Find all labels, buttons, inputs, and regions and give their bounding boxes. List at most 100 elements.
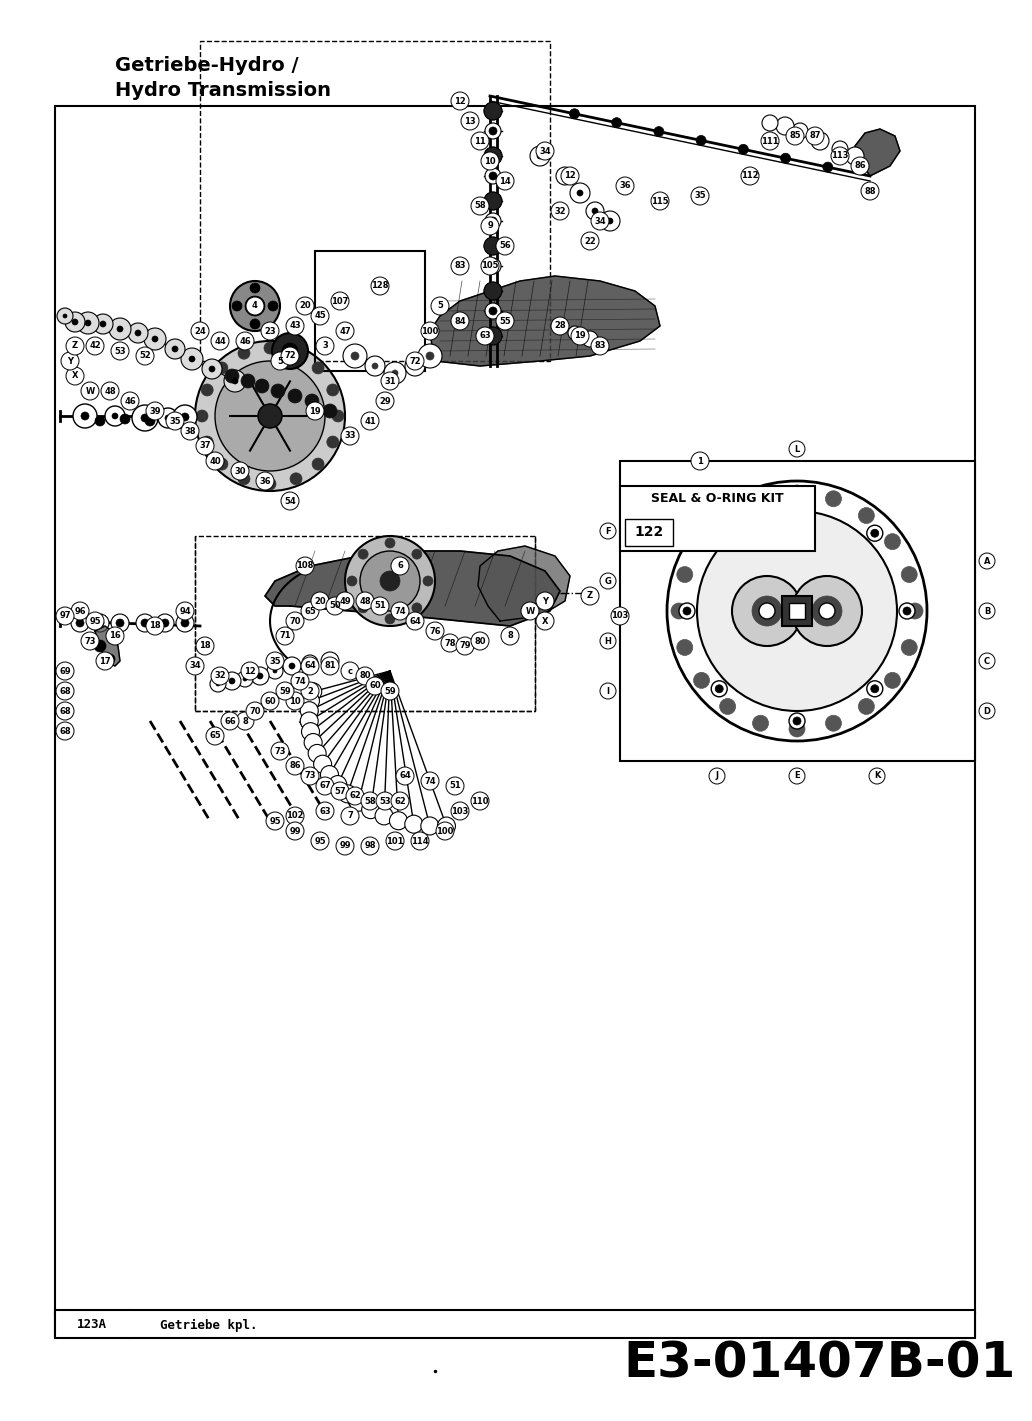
Circle shape xyxy=(859,507,874,523)
Circle shape xyxy=(338,784,356,803)
Circle shape xyxy=(786,126,804,145)
Circle shape xyxy=(651,192,669,210)
Circle shape xyxy=(345,536,436,627)
Circle shape xyxy=(336,837,354,855)
Text: 73: 73 xyxy=(304,772,316,780)
Text: 71: 71 xyxy=(280,631,291,641)
Circle shape xyxy=(551,317,569,335)
Circle shape xyxy=(370,277,389,296)
Circle shape xyxy=(146,402,164,421)
Text: 17: 17 xyxy=(99,657,110,665)
Circle shape xyxy=(861,182,879,200)
Text: 47: 47 xyxy=(340,327,351,335)
Circle shape xyxy=(261,692,279,710)
Circle shape xyxy=(485,168,501,183)
Circle shape xyxy=(732,576,802,647)
Text: 97: 97 xyxy=(59,611,71,621)
Circle shape xyxy=(762,115,778,131)
Circle shape xyxy=(106,627,124,645)
Circle shape xyxy=(556,168,574,185)
Text: 44: 44 xyxy=(214,337,226,345)
Text: 74: 74 xyxy=(294,676,305,685)
Text: 79: 79 xyxy=(459,641,471,651)
Text: 22: 22 xyxy=(584,236,595,246)
Circle shape xyxy=(331,782,349,800)
Text: 115: 115 xyxy=(651,196,669,206)
Text: 111: 111 xyxy=(762,136,779,145)
Text: B: B xyxy=(983,607,990,615)
Circle shape xyxy=(489,217,497,225)
Text: D: D xyxy=(983,706,991,716)
Circle shape xyxy=(903,607,911,615)
Circle shape xyxy=(286,807,304,826)
Circle shape xyxy=(489,307,497,315)
Circle shape xyxy=(189,357,195,362)
Circle shape xyxy=(71,603,89,620)
Text: 29: 29 xyxy=(379,396,391,405)
Text: 105: 105 xyxy=(481,261,498,270)
Circle shape xyxy=(451,801,469,820)
Text: 40: 40 xyxy=(209,456,221,466)
Text: 35: 35 xyxy=(269,657,281,665)
Text: Getriebe kpl.: Getriebe kpl. xyxy=(160,1319,258,1331)
Text: Getriebe-Hydro /: Getriebe-Hydro / xyxy=(115,55,298,75)
Text: 18: 18 xyxy=(199,641,211,651)
Circle shape xyxy=(211,333,229,350)
Text: Z: Z xyxy=(587,591,593,601)
Circle shape xyxy=(365,357,385,377)
Circle shape xyxy=(484,102,502,119)
Circle shape xyxy=(372,362,378,369)
Circle shape xyxy=(581,587,599,605)
Circle shape xyxy=(96,652,114,669)
Circle shape xyxy=(385,539,395,549)
Text: 99: 99 xyxy=(289,827,300,836)
Circle shape xyxy=(859,699,874,715)
Text: L: L xyxy=(795,445,800,453)
Circle shape xyxy=(181,620,189,627)
Circle shape xyxy=(76,620,84,627)
Circle shape xyxy=(793,718,801,725)
Circle shape xyxy=(283,657,301,675)
Text: 74: 74 xyxy=(424,776,436,786)
Text: 62: 62 xyxy=(349,791,361,800)
Circle shape xyxy=(386,833,404,850)
Circle shape xyxy=(312,458,324,470)
Circle shape xyxy=(562,173,568,179)
Circle shape xyxy=(301,692,320,710)
Text: 32: 32 xyxy=(554,206,566,216)
Circle shape xyxy=(823,162,833,172)
Circle shape xyxy=(752,715,769,732)
Circle shape xyxy=(341,426,359,445)
Bar xyxy=(195,536,535,710)
Text: 24: 24 xyxy=(194,327,205,335)
Text: J: J xyxy=(715,772,718,780)
Text: 64: 64 xyxy=(304,662,316,671)
Circle shape xyxy=(899,603,915,620)
Circle shape xyxy=(196,411,208,422)
Circle shape xyxy=(66,367,84,385)
Circle shape xyxy=(600,210,620,232)
Circle shape xyxy=(191,323,209,340)
Text: 60: 60 xyxy=(264,696,276,705)
Circle shape xyxy=(789,441,805,458)
Text: 23: 23 xyxy=(264,327,276,335)
Circle shape xyxy=(232,301,241,311)
Circle shape xyxy=(426,352,434,360)
Circle shape xyxy=(196,637,214,655)
Text: 48: 48 xyxy=(359,597,370,605)
Circle shape xyxy=(611,607,628,625)
Text: 58: 58 xyxy=(474,202,486,210)
Circle shape xyxy=(719,699,736,715)
Text: C: C xyxy=(983,657,990,665)
Circle shape xyxy=(715,685,723,693)
Circle shape xyxy=(63,314,67,318)
Text: 100: 100 xyxy=(437,827,454,836)
Text: G: G xyxy=(605,577,611,585)
Text: c: c xyxy=(348,666,353,675)
Circle shape xyxy=(105,406,125,426)
Circle shape xyxy=(128,323,148,342)
Circle shape xyxy=(496,237,514,254)
Text: 39: 39 xyxy=(150,406,161,415)
Polygon shape xyxy=(854,129,900,176)
Circle shape xyxy=(261,323,279,340)
